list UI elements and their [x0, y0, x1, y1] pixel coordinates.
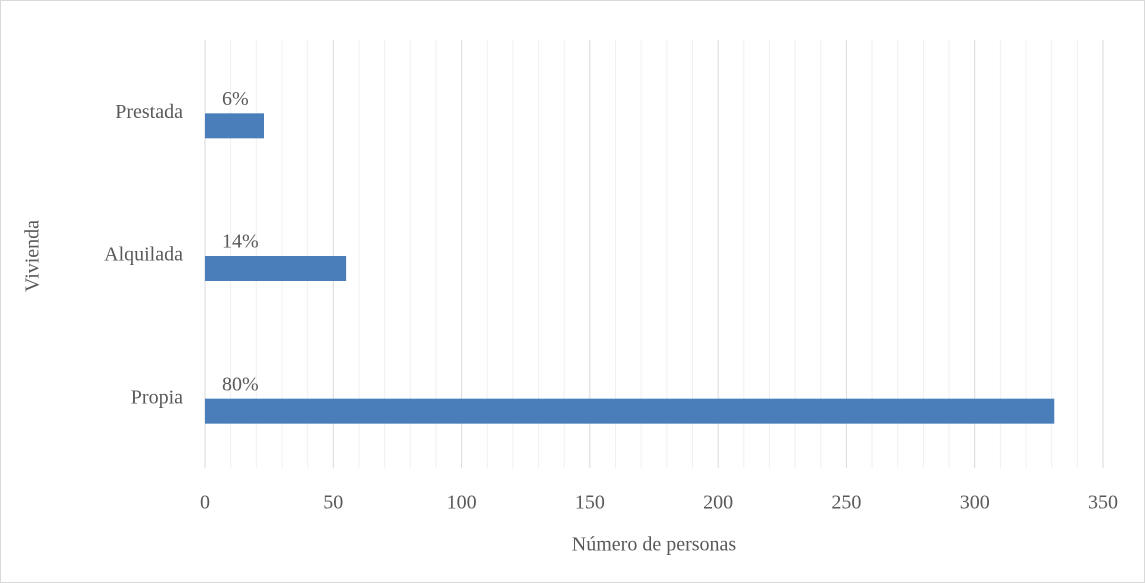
x-axis-title: Número de personas: [572, 534, 737, 556]
x-tick-label: 350: [1088, 492, 1118, 514]
y-axis-title: Vivienda: [22, 220, 44, 292]
x-tick-label: 250: [831, 492, 861, 514]
data-label: 14%: [222, 231, 259, 253]
y-tick-label: Alquilada: [104, 244, 183, 266]
data-label: 80%: [222, 373, 259, 395]
x-tick-label: 300: [960, 492, 990, 514]
x-tick-label: 50: [323, 492, 343, 514]
bar: [205, 256, 347, 281]
x-tick-label: 0: [200, 492, 210, 514]
bar: [205, 398, 1055, 424]
y-tick-label: Prestada: [115, 101, 183, 123]
bar: [205, 113, 265, 139]
data-label: 6%: [222, 88, 249, 110]
x-tick-label: 200: [703, 492, 733, 514]
y-tick-label: Propia: [131, 386, 183, 408]
x-tick-label: 100: [447, 492, 477, 514]
x-tick-label: 150: [575, 492, 605, 514]
